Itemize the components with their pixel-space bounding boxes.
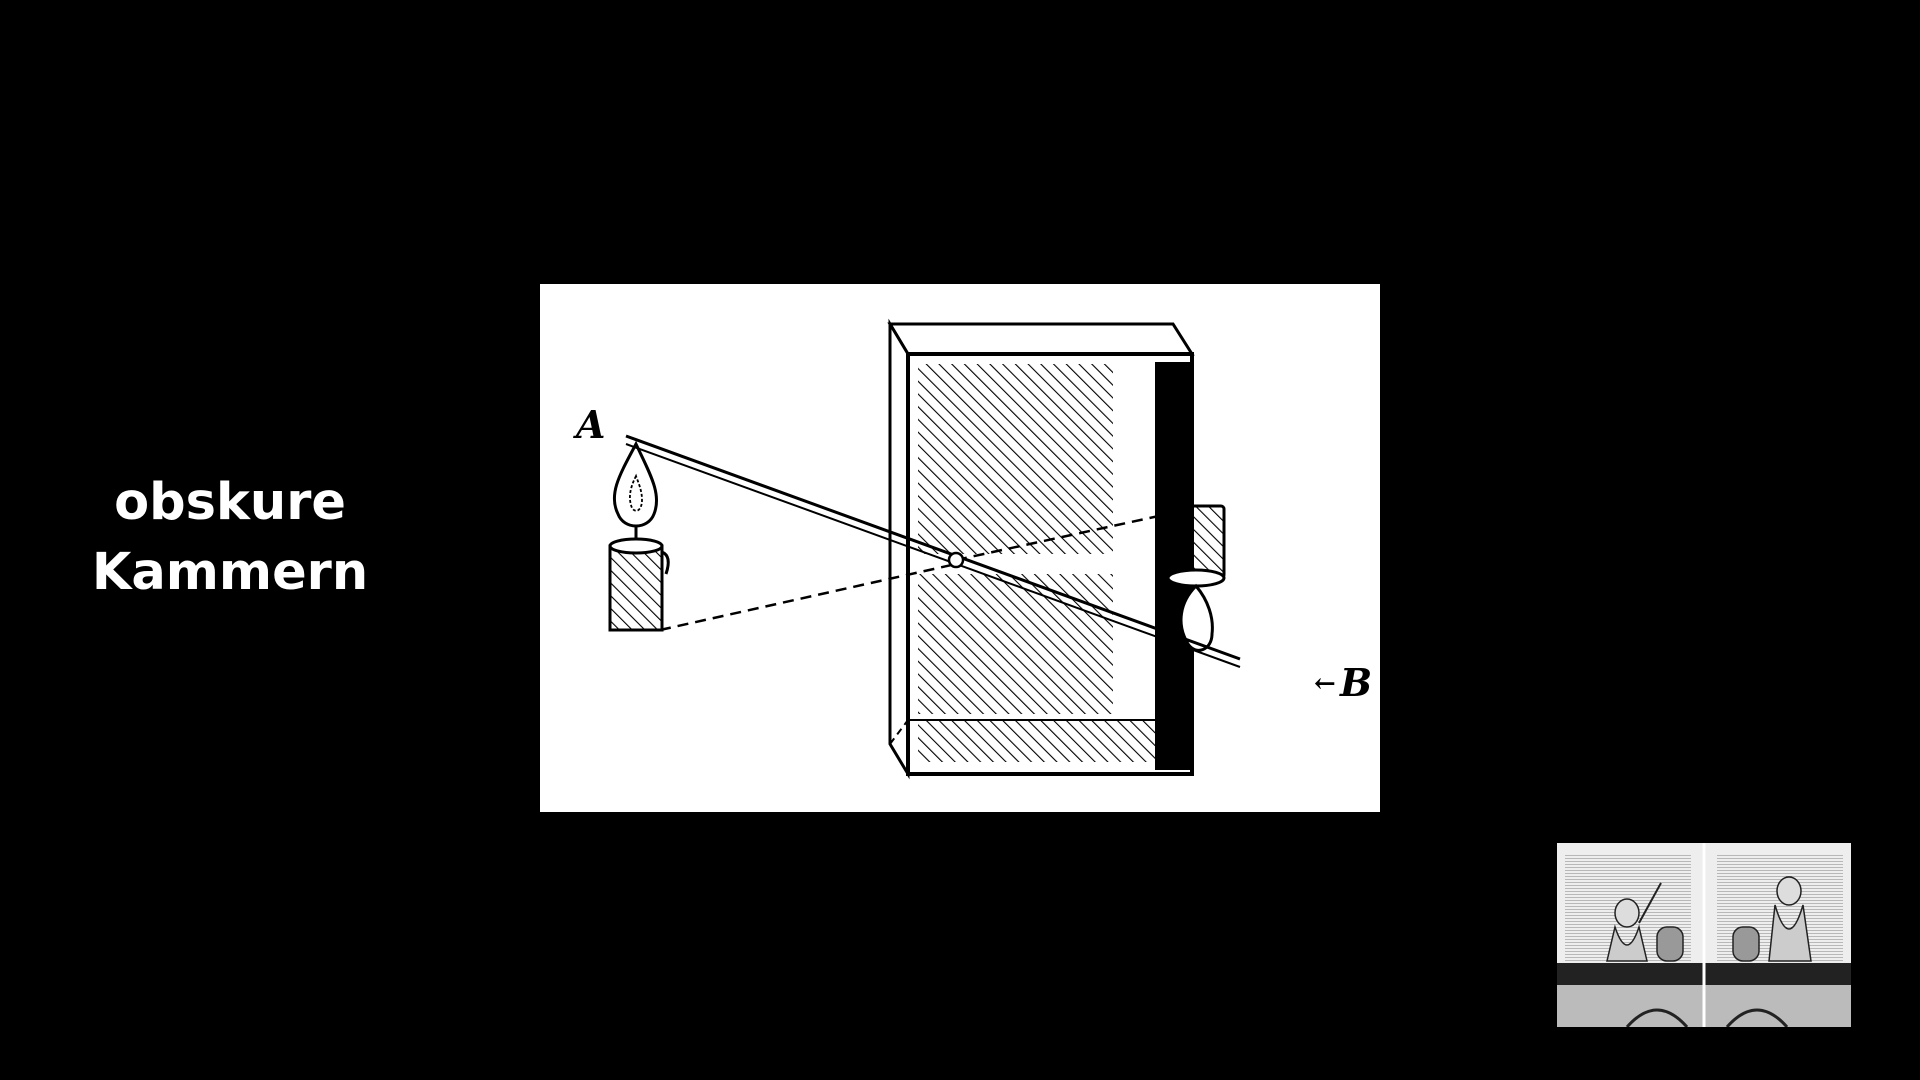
title-line-1: obskure (114, 473, 346, 532)
box-top-face (887, 322, 1195, 356)
light-ray-bottom-inside (955, 512, 1169, 562)
hatched-floor (918, 720, 1180, 762)
hatched-panel-upper (918, 364, 1113, 554)
inverted-candle-image (1166, 504, 1226, 652)
pinhole (947, 551, 965, 569)
hatched-panel-lower (918, 574, 1113, 714)
title-line-2: Kammern (91, 543, 369, 602)
camera-obscura-diagram: A ← B (540, 284, 1380, 812)
box-left-face (888, 318, 910, 780)
candle-icon (608, 440, 670, 632)
slide-title: obskure Kammern (60, 468, 400, 608)
light-ray-top-edge (625, 443, 1241, 668)
engraving-thumbnail (1557, 843, 1851, 1027)
label-b: B (1339, 660, 1372, 705)
hidden-edge (889, 719, 909, 745)
engraving-illustration (1557, 843, 1851, 1027)
label-b-arrow: ← (1314, 669, 1336, 699)
camera-obscura-illustration: A ← B (573, 318, 1372, 780)
label-a: A (573, 402, 605, 447)
light-ray-bottom-outside (659, 562, 957, 632)
light-ray-top (625, 434, 1241, 661)
